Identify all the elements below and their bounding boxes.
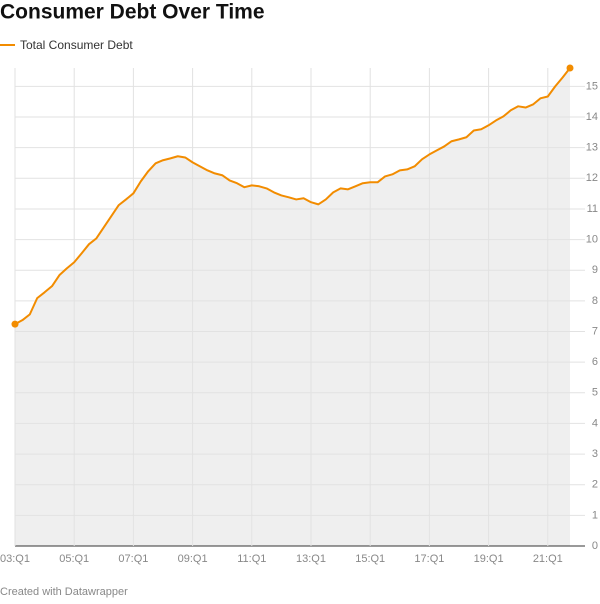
area (15, 68, 570, 546)
y-tick-label: 2 (592, 479, 598, 491)
legend-label: Total Consumer Debt (20, 38, 133, 52)
y-tick-label: 8 (592, 295, 598, 307)
y-tick-label: 7 (592, 325, 598, 337)
y-tick-label: 10 (586, 233, 598, 245)
x-tick-label: 07:Q1 (118, 553, 148, 565)
x-tick-label: 19:Q1 (474, 553, 504, 565)
x-tick-label: 17:Q1 (414, 553, 444, 565)
x-tick-label: 11:Q1 (237, 553, 266, 565)
x-tick-label: 05:Q1 (59, 553, 89, 565)
chart-title: Consumer Debt Over Time (0, 1, 265, 24)
footer: Created with Datawrapper (0, 586, 128, 598)
y-tick-label: 11 (587, 203, 598, 215)
y-tick-label: 14 (586, 111, 598, 123)
x-tick-label: 13:Q1 (296, 553, 326, 565)
x-tick-label: 09:Q1 (178, 553, 208, 565)
y-tick-label: 12 (586, 172, 598, 184)
end-point (566, 64, 574, 72)
y-tick-label: 3 (592, 448, 598, 460)
y-tick-label: 0 (592, 540, 598, 552)
y-tick-label: 1 (592, 509, 598, 521)
y-tick-label: 4 (592, 417, 598, 429)
end-point (11, 320, 19, 328)
line (14, 67, 571, 326)
y-tick-label: 15 (586, 80, 598, 92)
y-tick-label: 6 (592, 356, 598, 368)
x-tick-label: 15:Q1 (355, 553, 385, 565)
x-tick-label: 03:Q1 (0, 553, 30, 565)
y-tick-label: 9 (592, 264, 598, 276)
x-tick-label: 21:Q1 (533, 553, 563, 565)
y-tick-label: 5 (592, 387, 598, 399)
y-tick-label: 13 (586, 142, 598, 154)
